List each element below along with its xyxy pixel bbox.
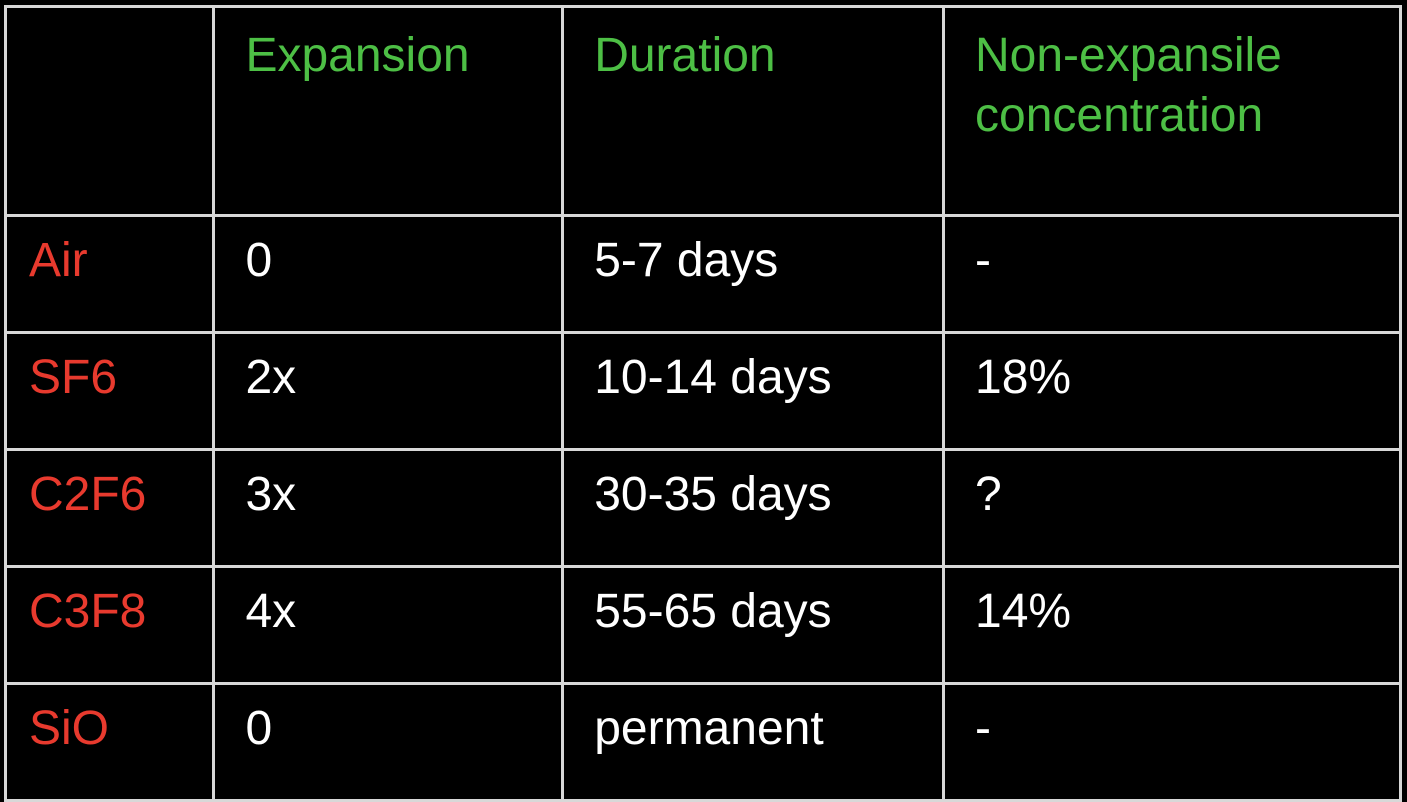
table-row: C2F6 3x 30-35 days ? [3,448,1402,568]
table-row: SiO 0 permanent - [3,682,1402,802]
row-gas-label: Air [3,214,216,334]
row-gas-label: C2F6 [3,448,216,568]
row-expansion-cell: 4x [212,565,565,685]
row-gas-label: C3F8 [3,565,216,685]
header-cell-empty [3,5,216,217]
header-cell-expansion: Expansion [212,5,565,217]
table-row: SF6 2x 10-14 days 18% [3,331,1402,451]
row-expansion-cell: 0 [212,682,565,802]
row-concentration-cell: - [942,682,1402,802]
table-row: C3F8 4x 55-65 days 14% [3,565,1402,685]
gas-comparison-table: Expansion Duration Non-expansile concent… [3,5,1402,802]
row-expansion-cell: 0 [212,214,565,334]
header-cell-duration: Duration [561,5,945,217]
row-concentration-cell: 18% [942,331,1402,451]
row-gas-label: SiO [3,682,216,802]
row-duration-cell: 30-35 days [561,448,945,568]
row-duration-cell: 55-65 days [561,565,945,685]
header-row: Expansion Duration Non-expansile concent… [3,5,1402,217]
row-expansion-cell: 2x [212,331,565,451]
row-concentration-cell: 14% [942,565,1402,685]
row-gas-label: SF6 [3,331,216,451]
row-concentration-cell: ? [942,448,1402,568]
header-cell-concentration: Non-expansile concentration [942,5,1402,217]
row-concentration-cell: - [942,214,1402,334]
row-expansion-cell: 3x [212,448,565,568]
row-duration-cell: 5-7 days [561,214,945,334]
row-duration-cell: permanent [561,682,945,802]
row-duration-cell: 10-14 days [561,331,945,451]
table-container: Expansion Duration Non-expansile concent… [3,5,1404,802]
table-row: Air 0 5-7 days - [3,214,1402,334]
